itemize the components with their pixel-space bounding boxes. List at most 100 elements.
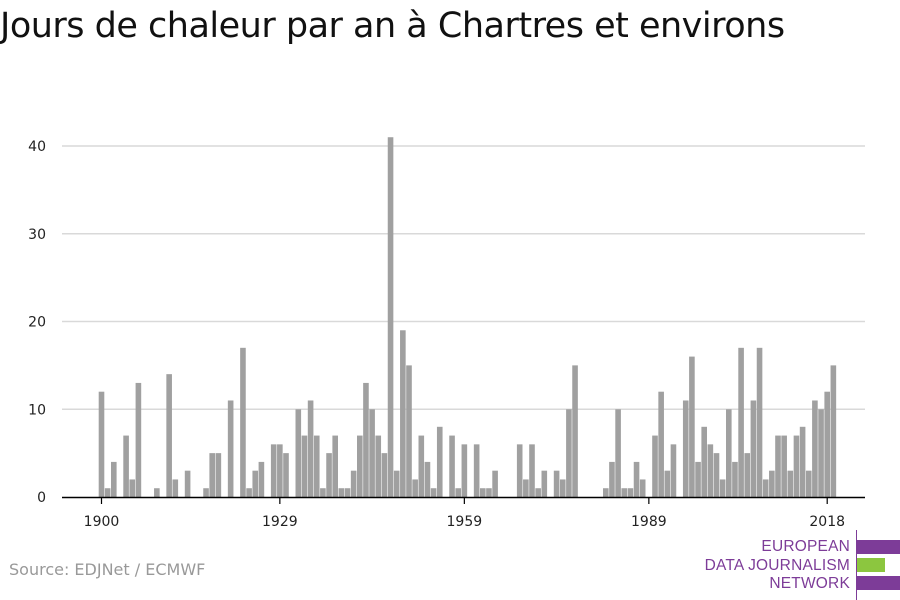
bar-1901	[104, 488, 111, 497]
bar-1941	[350, 470, 357, 497]
bar-1947	[387, 137, 394, 497]
bar-1996	[689, 356, 695, 497]
bar-1957	[449, 435, 455, 497]
logo-line-1: EUROPEAN	[761, 538, 850, 555]
bar-1923	[240, 347, 246, 497]
bar-1971	[535, 488, 541, 497]
bar-1959	[461, 444, 468, 497]
logo-divider	[856, 530, 857, 600]
bar-1929	[277, 444, 283, 497]
bar-2019	[830, 365, 837, 497]
bar-1982	[603, 488, 609, 497]
bar-1987	[633, 461, 640, 497]
bar-1954	[430, 488, 437, 497]
bar-1995	[682, 400, 689, 497]
bar-2010	[775, 435, 781, 497]
bar-2001	[719, 479, 726, 497]
y-tick-label: 10	[28, 402, 46, 418]
logo-line-3: NETWORK	[769, 575, 850, 592]
bar-1904	[123, 435, 129, 497]
bar-1969	[523, 479, 529, 497]
bar-1939	[338, 488, 345, 497]
bar-2013	[793, 435, 800, 497]
bar-1911	[166, 374, 172, 497]
bar-1985	[621, 488, 628, 497]
x-tick-label: 1900	[84, 514, 120, 530]
bar-1936	[320, 488, 326, 497]
bars	[98, 137, 837, 497]
logo-bar-purple-bottom	[857, 576, 900, 590]
bar-1961	[473, 444, 480, 497]
bar-2015	[805, 470, 812, 497]
x-tick-label: 1989	[631, 514, 667, 530]
logo-bar-green	[857, 558, 885, 572]
bar-1962	[480, 488, 486, 497]
bar-1946	[381, 453, 388, 497]
bar-2007	[756, 347, 763, 497]
bar-1940	[344, 488, 351, 497]
bar-1921	[227, 400, 234, 497]
bar-1906	[135, 382, 142, 497]
bar-1925	[252, 470, 259, 497]
bar-1975	[559, 479, 566, 497]
bar-1949	[400, 330, 406, 497]
bar-1918	[209, 453, 215, 497]
bar-1990	[652, 435, 658, 497]
bar-1902	[111, 461, 117, 497]
bar-1983	[609, 461, 615, 497]
y-tick-label: 30	[28, 227, 46, 243]
bar-1917	[203, 488, 209, 497]
y-tick-label: 0	[37, 490, 46, 506]
bar-1974	[553, 470, 560, 497]
bar-1909	[154, 488, 160, 497]
bar-1988	[639, 479, 646, 497]
y-axis: 0 10 20 30 40	[28, 139, 46, 506]
bar-1937	[326, 453, 332, 497]
bar-1945	[375, 435, 382, 497]
y-tick-label: 20	[28, 315, 46, 331]
bar-1998	[701, 426, 707, 497]
bar-1900	[98, 391, 105, 497]
gridlines	[62, 145, 865, 410]
bar-1958	[455, 488, 461, 497]
y-tick-label: 40	[28, 139, 46, 155]
bar-2006	[750, 400, 757, 497]
bar-1977	[572, 365, 578, 497]
bar-1986	[627, 488, 634, 497]
bar-2000	[713, 453, 720, 497]
bar-1970	[529, 444, 535, 497]
bar-2002	[726, 409, 732, 497]
bar-1932	[295, 409, 302, 497]
bar-2016	[812, 400, 818, 497]
bar-1943	[363, 382, 369, 497]
bar-1930	[283, 453, 289, 497]
bar-1938	[332, 435, 338, 497]
bar-1950	[406, 365, 412, 497]
bar-1964	[492, 470, 498, 497]
heat-days-bar-chart: 0 10 20 30 40 1900 1929 1959 1989 2018	[28, 137, 865, 530]
bar-1953	[424, 461, 431, 497]
bar-2018	[824, 391, 830, 497]
bar-1976	[566, 409, 572, 497]
bar-1948	[393, 470, 400, 497]
bar-1991	[658, 391, 664, 497]
bar-1955	[436, 426, 443, 497]
x-tick-label: 1929	[262, 514, 298, 530]
bar-1984	[615, 409, 621, 497]
bar-1999	[707, 444, 714, 497]
bar-1928	[270, 444, 277, 497]
bar-2003	[732, 461, 738, 497]
x-tick-label: 2018	[809, 514, 845, 530]
bar-1951	[412, 479, 418, 497]
bar-1926	[258, 461, 265, 497]
bar-2017	[818, 409, 824, 497]
source-note: Source: EDJNet / ECMWF	[9, 560, 206, 579]
bar-1919	[215, 453, 222, 497]
bar-2004	[738, 347, 744, 497]
bar-1944	[369, 409, 375, 497]
bar-1934	[307, 400, 314, 497]
bar-1972	[541, 470, 548, 497]
bar-2011	[781, 435, 787, 497]
bar-1914	[184, 470, 191, 497]
bar-1952	[418, 435, 425, 497]
